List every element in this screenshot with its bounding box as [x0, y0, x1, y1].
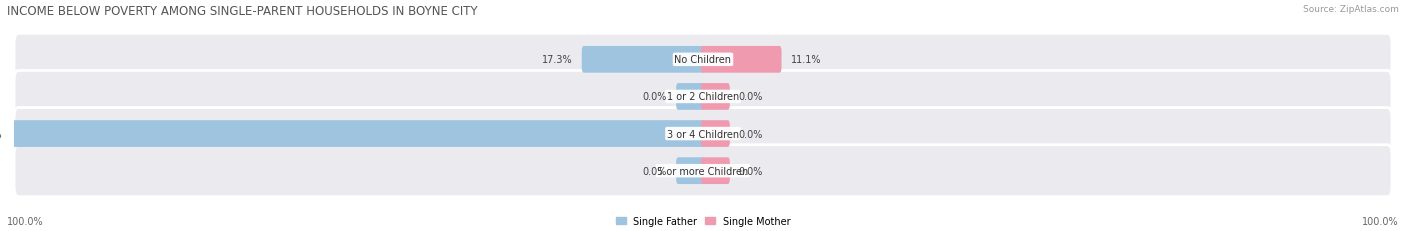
Text: 11.1%: 11.1%: [790, 55, 821, 65]
FancyBboxPatch shape: [13, 121, 704, 147]
Text: 100.0%: 100.0%: [1362, 216, 1399, 226]
Text: 17.3%: 17.3%: [543, 55, 572, 65]
Text: 100.0%: 100.0%: [0, 129, 3, 139]
Text: INCOME BELOW POVERTY AMONG SINGLE-PARENT HOUSEHOLDS IN BOYNE CITY: INCOME BELOW POVERTY AMONG SINGLE-PARENT…: [7, 5, 478, 18]
Text: 0.0%: 0.0%: [738, 129, 763, 139]
Text: 0.0%: 0.0%: [738, 166, 763, 176]
FancyBboxPatch shape: [14, 145, 1392, 197]
FancyBboxPatch shape: [676, 84, 704, 110]
Text: 3 or 4 Children: 3 or 4 Children: [666, 129, 740, 139]
FancyBboxPatch shape: [702, 47, 782, 73]
FancyBboxPatch shape: [14, 71, 1392, 123]
Text: 0.0%: 0.0%: [738, 92, 763, 102]
Text: 0.0%: 0.0%: [643, 166, 668, 176]
Text: Source: ZipAtlas.com: Source: ZipAtlas.com: [1303, 5, 1399, 14]
Legend: Single Father, Single Mother: Single Father, Single Mother: [616, 216, 790, 226]
FancyBboxPatch shape: [676, 158, 704, 184]
Text: No Children: No Children: [675, 55, 731, 65]
FancyBboxPatch shape: [702, 121, 730, 147]
Text: 1 or 2 Children: 1 or 2 Children: [666, 92, 740, 102]
Text: 0.0%: 0.0%: [643, 92, 668, 102]
FancyBboxPatch shape: [702, 84, 730, 110]
FancyBboxPatch shape: [14, 108, 1392, 160]
FancyBboxPatch shape: [14, 34, 1392, 86]
Text: 100.0%: 100.0%: [7, 216, 44, 226]
FancyBboxPatch shape: [582, 47, 704, 73]
FancyBboxPatch shape: [702, 158, 730, 184]
Text: 5 or more Children: 5 or more Children: [658, 166, 748, 176]
